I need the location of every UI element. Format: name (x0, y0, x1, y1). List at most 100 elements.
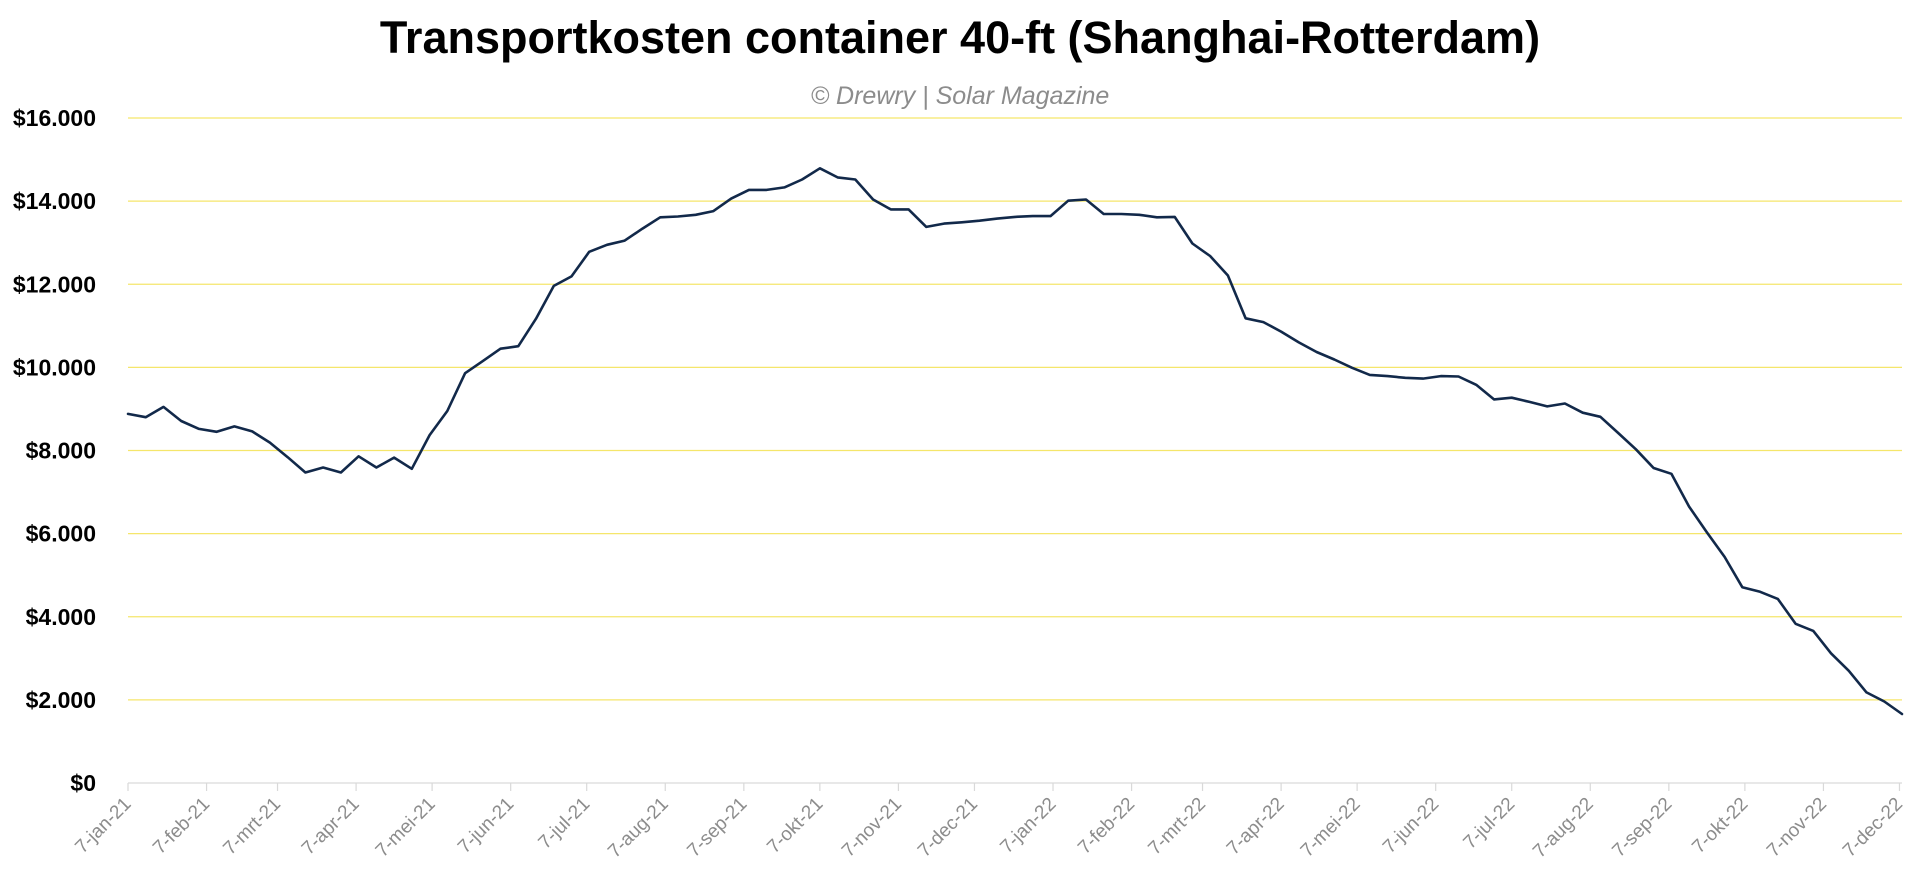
data-point (1457, 375, 1460, 378)
data-point (1049, 215, 1052, 218)
data-point (1262, 321, 1265, 324)
data-point (1173, 216, 1176, 219)
data-point (1510, 396, 1513, 399)
data-point (1369, 374, 1372, 377)
data-point (570, 275, 573, 278)
data-point (1528, 401, 1531, 404)
data-point (1475, 384, 1478, 387)
data-point (1386, 375, 1389, 378)
y-tick-label: $8.000 (26, 438, 96, 464)
data-point (1723, 556, 1726, 559)
data-point (694, 214, 697, 217)
x-tick-label: 7-feb-21 (149, 794, 214, 859)
data-point (677, 215, 680, 218)
x-tick-label: 7-aug-22 (1529, 794, 1598, 863)
data-point (1581, 411, 1584, 414)
data-point (996, 217, 999, 220)
data-point (1901, 713, 1904, 716)
x-tick-label: 7-nov-22 (1763, 794, 1831, 862)
data-point (1138, 214, 1141, 217)
data-point (357, 455, 360, 458)
data-point (180, 420, 183, 423)
data-point (162, 406, 165, 409)
data-point (783, 186, 786, 189)
data-point (233, 425, 236, 428)
data-point (1564, 402, 1567, 405)
data-point (1759, 591, 1762, 594)
y-tick-label: $2.000 (26, 687, 96, 713)
data-point (623, 239, 626, 242)
data-point (1014, 216, 1017, 219)
x-tick-label: 7-jan-21 (71, 794, 135, 858)
data-point (375, 466, 378, 469)
data-point (1244, 317, 1247, 320)
data-point (482, 360, 485, 363)
data-point (1404, 377, 1407, 380)
data-point (1333, 358, 1336, 361)
data-point (765, 189, 768, 192)
data-point (1067, 199, 1070, 202)
data-point (712, 210, 715, 213)
data-point (854, 178, 857, 181)
x-tick-label: 7-jun-22 (1379, 794, 1443, 858)
data-point (925, 226, 928, 229)
x-tick-label: 7-jun-21 (454, 794, 518, 858)
data-point (1635, 448, 1638, 451)
data-point (730, 197, 733, 200)
data-point (659, 216, 662, 219)
data-point (1546, 405, 1549, 408)
data-point (943, 222, 946, 225)
data-point (428, 434, 431, 437)
data-point (393, 456, 396, 459)
gridlines (128, 117, 1902, 701)
data-point (801, 178, 804, 181)
data-point (215, 431, 218, 434)
data-point (1315, 351, 1318, 354)
data-point (1085, 198, 1088, 201)
data-point (517, 345, 520, 348)
data-point (1440, 375, 1443, 378)
x-tick-label: 7-mrt-21 (219, 794, 285, 860)
data-point (1102, 213, 1105, 216)
data-point (1830, 652, 1833, 655)
x-axis-tick-labels: 7-jan-21 7-feb-21 7-mrt-21 7-apr-21 7-mei-21… (71, 794, 1907, 863)
data-point (1706, 531, 1709, 534)
data-point (1156, 216, 1159, 219)
x-tick-label: 7-okt-21 (763, 794, 827, 858)
y-tick-label: $14.000 (13, 188, 96, 214)
data-point (1848, 670, 1851, 673)
x-tick-label: 7-okt-22 (1688, 794, 1752, 858)
data-point (1688, 505, 1691, 508)
data-point (1865, 691, 1868, 694)
data-point (1493, 398, 1496, 401)
x-tick-label: 7-jan-22 (996, 794, 1060, 858)
x-tick-label: 7-mrt-22 (1144, 794, 1210, 860)
data-point (251, 430, 254, 433)
data-point (1227, 274, 1230, 277)
data-point (127, 413, 130, 416)
data-point (1351, 367, 1354, 370)
data-point (1031, 215, 1034, 218)
series-layer (126, 167, 1904, 716)
x-tick-label: 7-sep-22 (1608, 794, 1676, 862)
data-point (1652, 467, 1655, 470)
data-point (464, 372, 467, 375)
data-point (872, 198, 875, 201)
data-point (1741, 586, 1744, 589)
data-point (1794, 623, 1797, 626)
y-tick-label: $6.000 (26, 521, 96, 547)
x-tick-label: 7-apr-21 (298, 794, 364, 860)
data-point (1280, 330, 1283, 333)
y-axis-tick-labels: $0 $2.000 $4.000 $6.000 $8.000 $10.000 $12.000… (13, 105, 96, 796)
data-point (1191, 242, 1194, 245)
x-tick-label: 7-sep-21 (683, 794, 751, 862)
series-line (126, 167, 1904, 716)
data-point (907, 208, 910, 211)
data-point (748, 189, 751, 192)
data-point (286, 456, 289, 459)
data-point (1812, 630, 1815, 633)
data-point (978, 219, 981, 222)
y-tick-label: $0 (70, 770, 96, 796)
data-point (836, 176, 839, 179)
